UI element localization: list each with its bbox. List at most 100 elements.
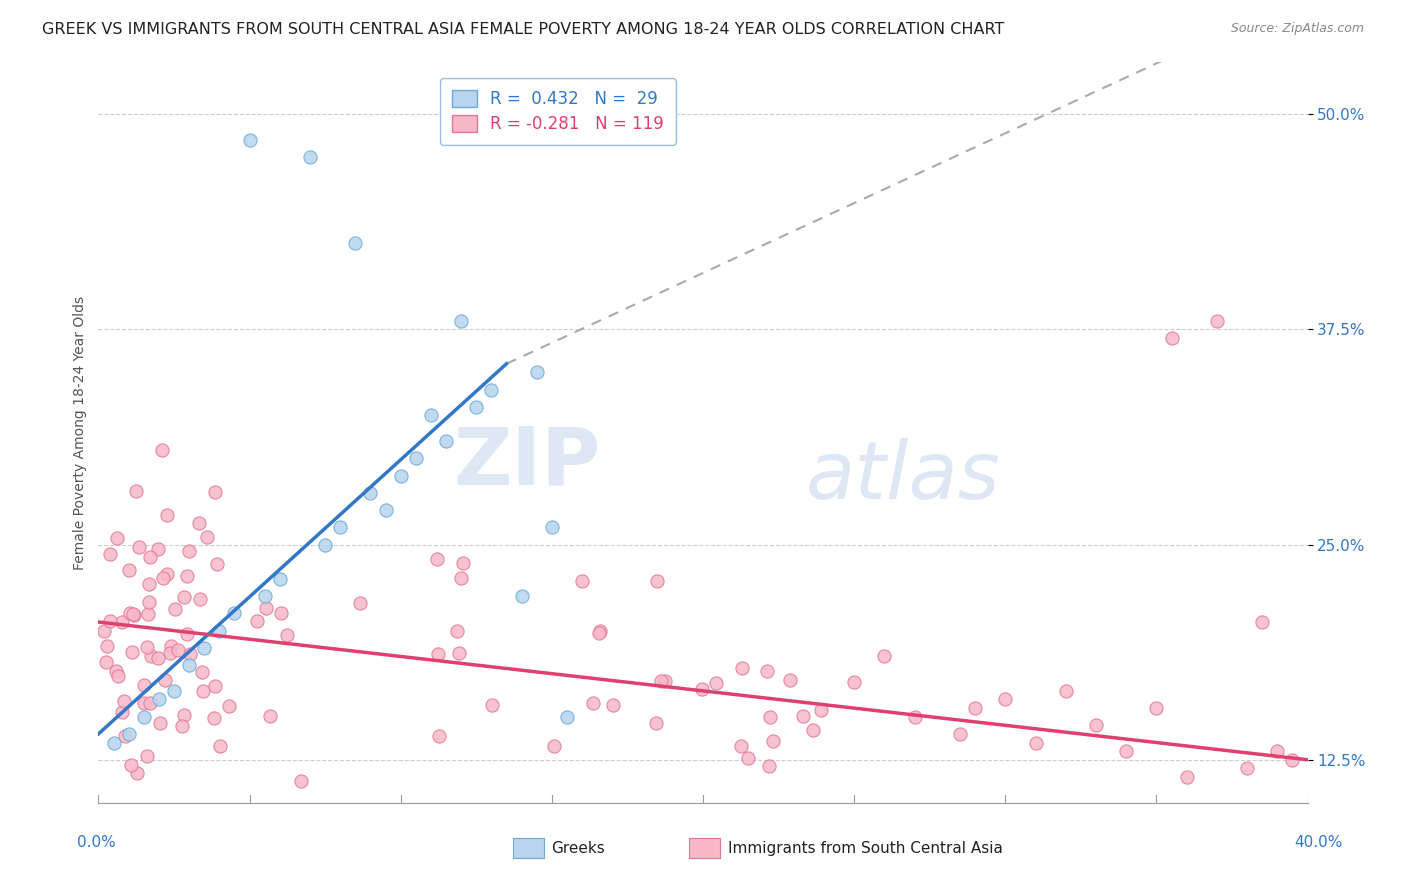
Point: [136, 607, 159, 621]
Point: [165, 601, 187, 615]
Point: [344, 236, 367, 251]
Point: [173, 591, 195, 605]
Point: [582, 696, 605, 710]
Y-axis label: Female Poverty Among 18-24 Year Olds: Female Poverty Among 18-24 Year Olds: [73, 295, 87, 570]
Text: GREEK VS IMMIGRANTS FROM SOUTH CENTRAL ASIA FEMALE POVERTY AMONG 18-24 YEAR OLDS: GREEK VS IMMIGRANTS FROM SOUTH CENTRAL A…: [42, 22, 1004, 37]
Point: [434, 434, 457, 449]
Point: [118, 563, 141, 577]
Point: [187, 516, 209, 530]
Point: [139, 648, 162, 663]
Point: [270, 607, 292, 621]
Point: [779, 673, 801, 687]
Point: [156, 508, 179, 523]
Point: [224, 607, 246, 621]
Point: [526, 365, 548, 379]
Point: [138, 576, 160, 591]
Point: [965, 701, 987, 715]
Point: [453, 556, 475, 570]
Point: [374, 503, 396, 517]
Point: [111, 705, 134, 719]
Point: [121, 645, 143, 659]
Point: [153, 673, 176, 688]
Point: [98, 547, 121, 561]
Point: [152, 571, 174, 585]
Point: [650, 674, 672, 689]
Point: [1175, 770, 1198, 784]
Legend: R =  0.432   N =  29, R = -0.281   N = 119: R = 0.432 N = 29, R = -0.281 N = 119: [440, 78, 676, 145]
Point: [254, 601, 277, 615]
Point: [756, 664, 779, 678]
Point: [128, 541, 150, 555]
Point: [150, 443, 173, 458]
Text: ZIP: ZIP: [453, 423, 600, 501]
Point: [132, 696, 155, 710]
Point: [904, 709, 927, 723]
Point: [690, 682, 713, 697]
Point: [204, 679, 226, 693]
Point: [1160, 331, 1182, 345]
Point: [204, 484, 226, 499]
Point: [118, 727, 141, 741]
Point: [644, 716, 666, 731]
Point: [654, 674, 676, 689]
Point: [176, 569, 198, 583]
Point: [290, 774, 312, 789]
Point: [730, 739, 752, 754]
Point: [602, 698, 624, 712]
Point: [737, 751, 759, 765]
Point: [706, 676, 728, 690]
Point: [176, 627, 198, 641]
Point: [125, 765, 148, 780]
Point: [465, 400, 488, 414]
Point: [103, 735, 125, 749]
Point: [1281, 753, 1303, 767]
Point: [191, 665, 214, 679]
Point: [329, 520, 352, 534]
Point: [146, 541, 169, 556]
Point: [994, 692, 1017, 706]
Point: [1115, 744, 1137, 758]
Point: [246, 614, 269, 628]
Point: [349, 596, 371, 610]
Point: [1267, 744, 1289, 758]
Point: [98, 614, 121, 628]
Point: [589, 624, 612, 638]
Point: [450, 571, 472, 585]
Point: [481, 698, 503, 712]
Point: [253, 589, 276, 603]
Point: [730, 660, 752, 674]
Text: atlas: atlas: [806, 438, 1001, 516]
Point: [104, 665, 127, 679]
Point: [481, 383, 503, 397]
Point: [179, 647, 201, 661]
Point: [1054, 684, 1077, 698]
Point: [239, 133, 262, 147]
Point: [93, 624, 115, 639]
Point: [177, 544, 200, 558]
Point: [758, 758, 780, 772]
Point: [1146, 701, 1168, 715]
Point: [426, 552, 449, 566]
Point: [160, 640, 183, 654]
Point: [801, 723, 824, 738]
Point: [1206, 314, 1229, 328]
Point: [360, 486, 382, 500]
Point: [163, 684, 186, 698]
Point: [193, 640, 215, 655]
Point: [149, 715, 172, 730]
Text: Immigrants from South Central Asia: Immigrants from South Central Asia: [728, 841, 1004, 855]
Point: [188, 592, 211, 607]
Point: [873, 649, 896, 664]
Point: [107, 669, 129, 683]
Point: [299, 150, 322, 164]
Point: [218, 698, 240, 713]
Point: [450, 314, 472, 328]
Point: [148, 692, 170, 706]
Point: [139, 549, 162, 564]
Point: [134, 678, 156, 692]
Point: [588, 626, 610, 640]
Point: [540, 520, 562, 534]
Point: [202, 711, 225, 725]
Point: [792, 708, 814, 723]
Point: [179, 658, 201, 673]
